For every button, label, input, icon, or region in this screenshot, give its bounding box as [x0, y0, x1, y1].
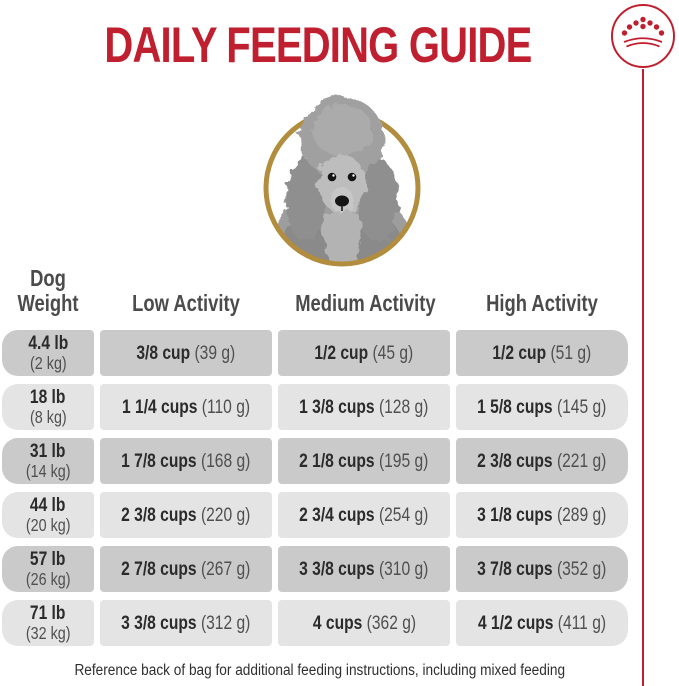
- gram-amount: (51 g): [550, 341, 592, 364]
- gram-amount: (45 g): [372, 341, 414, 364]
- footer-note: Reference back of bag for additional fee…: [0, 662, 639, 680]
- high-activity-cell: 3 7/8 cups (352 g): [456, 546, 628, 592]
- low-activity-cell: 3/8 cup (39 g): [100, 330, 272, 376]
- column-header-high-activity: High Activity: [486, 290, 598, 316]
- high-activity-cell: 2 3/8 cups (221 g): [456, 438, 628, 484]
- column-header-medium-activity: Medium Activity: [295, 290, 436, 316]
- dog-weight-cell: 71 lb (32 kg): [2, 600, 94, 646]
- gram-amount: (128 g): [379, 395, 429, 418]
- cup-amount: 3 1/8 cups: [477, 503, 553, 526]
- medium-activity-cell: 2 3/4 cups (254 g): [278, 492, 450, 538]
- gram-amount: (310 g): [379, 557, 429, 580]
- gram-amount: (352 g): [557, 557, 607, 580]
- gram-amount: (110 g): [201, 395, 251, 418]
- cup-amount: 3 7/8 cups: [477, 557, 553, 580]
- high-activity-cell: 1 5/8 cups (145 g): [456, 384, 628, 430]
- cup-amount: 2 3/4 cups: [299, 503, 375, 526]
- weight-lb: 31 lb: [30, 441, 66, 462]
- gram-amount: (254 g): [379, 503, 429, 526]
- gram-amount: (39 g): [194, 341, 236, 364]
- low-activity-cell: 2 3/8 cups (220 g): [100, 492, 272, 538]
- gram-amount: (312 g): [201, 611, 251, 634]
- gram-amount: (145 g): [557, 395, 607, 418]
- weight-lb: 18 lb: [30, 387, 66, 408]
- dog-weight-cell: 18 lb (8 kg): [2, 384, 94, 430]
- table-row: 4.4 lb (2 kg) 3/8 cup (39 g) 1/2 cup (45 g)…: [2, 330, 628, 376]
- weight-lb: 4.4 lb: [28, 333, 68, 354]
- cup-amount: 4 1/2 cups: [477, 611, 554, 634]
- low-activity-cell: 1 7/8 cups (168 g): [100, 438, 272, 484]
- high-activity-cell: 4 1/2 cups (411 g): [456, 600, 628, 646]
- cup-amount: 3/8 cup: [136, 341, 191, 364]
- cup-amount: 4 cups: [312, 611, 362, 634]
- cup-amount: 2 7/8 cups: [121, 557, 197, 580]
- dog-weight-cell: 44 lb (20 kg): [2, 492, 94, 538]
- weight-kg: (2 kg): [29, 353, 67, 373]
- weight-lb: 57 lb: [30, 549, 66, 570]
- table-row: 71 lb (32 kg) 3 3/8 cups (312 g) 4 cups (36…: [2, 600, 628, 646]
- cup-amount: 1/2 cup: [492, 341, 547, 364]
- table-row: 31 lb (14 kg) 1 7/8 cups (168 g) 2 1/8 cups…: [2, 438, 628, 484]
- weight-lb: 44 lb: [30, 495, 66, 516]
- cup-amount: 1 3/8 cups: [299, 395, 375, 418]
- weight-lb: 71 lb: [30, 603, 66, 624]
- cup-amount: 3 3/8 cups: [299, 557, 375, 580]
- dog-weight-cell: 31 lb (14 kg): [2, 438, 94, 484]
- crown-logo-svg: [611, 4, 675, 68]
- gram-amount: (289 g): [557, 503, 607, 526]
- weight-kg: (20 kg): [25, 515, 71, 535]
- low-activity-cell: 3 3/8 cups (312 g): [100, 600, 272, 646]
- medium-activity-cell: 2 1/8 cups (195 g): [278, 438, 450, 484]
- gram-amount: (220 g): [201, 503, 251, 526]
- column-header-low-activity: Low Activity: [132, 290, 240, 316]
- gram-amount: (411 g): [557, 611, 607, 634]
- cup-amount: 2 3/8 cups: [477, 449, 553, 472]
- low-activity-cell: 2 7/8 cups (267 g): [100, 546, 272, 592]
- gram-amount: (267 g): [201, 557, 251, 580]
- medium-activity-cell: 1 3/8 cups (128 g): [278, 384, 450, 430]
- vertical-divider-line: [642, 69, 644, 686]
- cup-amount: 1 1/4 cups: [121, 395, 198, 418]
- dog-weight-cell: 4.4 lb (2 kg): [2, 330, 94, 376]
- low-activity-cell: 1 1/4 cups (110 g): [100, 384, 272, 430]
- weight-kg: (14 kg): [25, 461, 71, 481]
- poodle-illustration: [263, 97, 421, 267]
- gram-amount: (168 g): [201, 449, 251, 472]
- weight-kg: (32 kg): [25, 623, 71, 643]
- page-title: DAILY FEEDING GUIDE: [0, 20, 635, 70]
- poodle-photo: [244, 82, 440, 282]
- gram-amount: (362 g): [366, 611, 416, 634]
- high-activity-cell: 3 1/8 cups (289 g): [456, 492, 628, 538]
- medium-activity-cell: 4 cups (362 g): [278, 600, 450, 646]
- weight-kg: (8 kg): [29, 407, 67, 427]
- footer-note-text: Reference back of bag for additional fee…: [74, 662, 565, 679]
- weight-kg: (26 kg): [25, 569, 71, 589]
- cup-amount: 2 3/8 cups: [121, 503, 197, 526]
- cup-amount: 1 7/8 cups: [121, 449, 197, 472]
- table-row: 44 lb (20 kg) 2 3/8 cups (220 g) 2 3/4 cups…: [2, 492, 628, 538]
- feeding-table-rows: 4.4 lb (2 kg) 3/8 cup (39 g) 1/2 cup (45 g)…: [2, 330, 628, 646]
- gram-amount: (195 g): [379, 449, 429, 472]
- gram-amount: (221 g): [557, 449, 607, 472]
- cup-amount: 2 1/8 cups: [299, 449, 375, 472]
- medium-activity-cell: 1/2 cup (45 g): [278, 330, 450, 376]
- header-dog: Dog: [30, 265, 66, 291]
- cup-amount: 3 3/8 cups: [121, 611, 197, 634]
- table-row: 57 lb (26 kg) 2 7/8 cups (267 g) 3 3/8 cups…: [2, 546, 628, 592]
- table-row: 18 lb (8 kg) 1 1/4 cups (110 g) 1 3/8 cups …: [2, 384, 628, 430]
- dog-weight-cell: 57 lb (26 kg): [2, 546, 94, 592]
- high-activity-cell: 1/2 cup (51 g): [456, 330, 628, 376]
- cup-amount: 1 5/8 cups: [477, 395, 553, 418]
- header-weight: Weight: [17, 290, 79, 316]
- royal-canin-crown-icon: [609, 2, 677, 70]
- column-header-dog-weight: Dog Weight: [2, 266, 94, 318]
- cup-amount: 1/2 cup: [314, 341, 369, 364]
- page-title-text: DAILY FEEDING GUIDE: [103, 17, 532, 73]
- table-header-row: Dog Weight Low Activity Medium Activity …: [2, 258, 628, 318]
- medium-activity-cell: 3 3/8 cups (310 g): [278, 546, 450, 592]
